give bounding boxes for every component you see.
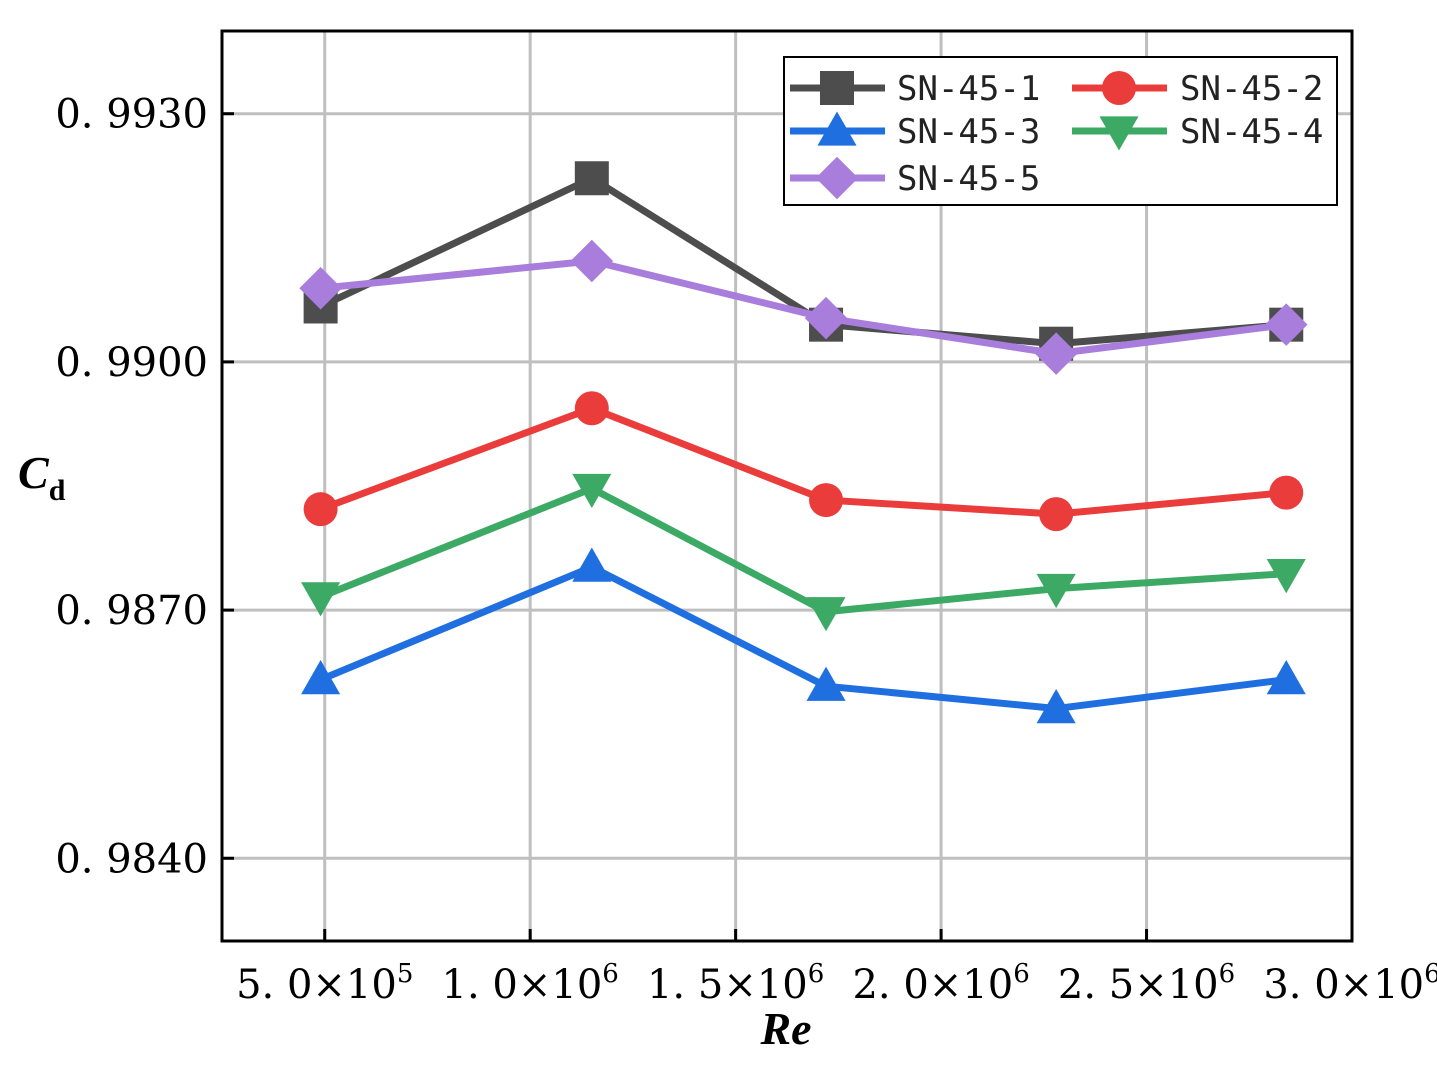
x-tick-mantissa: 1. 0 bbox=[442, 962, 518, 1008]
x-tick-label: 2. 5×106 bbox=[1058, 959, 1235, 1008]
legend: SN-45-1 SN-45-2 SN-45-3 SN-45-4 SN-45-5 bbox=[783, 56, 1338, 206]
x-tick-base: 10 bbox=[1168, 962, 1219, 1008]
triangle-down-marker bbox=[1099, 116, 1139, 151]
circle-marker bbox=[1039, 497, 1074, 532]
axis-ticks bbox=[222, 112, 1354, 941]
triangle-down-marker bbox=[301, 582, 341, 617]
x-tick-exponent: 6 bbox=[1219, 959, 1236, 989]
legend-label: SN-45-5 bbox=[897, 159, 1040, 199]
diamond-marker bbox=[804, 296, 848, 340]
circle-marker bbox=[1102, 71, 1136, 105]
x-tick-label: 2. 0×106 bbox=[852, 959, 1029, 1008]
triangle-up-marker bbox=[806, 666, 846, 701]
legend-label: SN-45-1 bbox=[897, 69, 1040, 109]
circle-marker bbox=[303, 492, 338, 527]
triangle-down-marker bbox=[1266, 559, 1306, 594]
triangle-up-marker bbox=[817, 111, 857, 146]
x-tick-label: 1. 0×106 bbox=[442, 959, 619, 1008]
series-line bbox=[319, 563, 1287, 713]
y-tick-label: 0. 9930 bbox=[55, 92, 208, 138]
x-tick-exponent: 6 bbox=[602, 959, 619, 989]
y-axis-title-main: C bbox=[18, 447, 50, 498]
triangle-up-marker bbox=[1036, 688, 1076, 724]
x-axis-title: Re bbox=[759, 1003, 811, 1054]
x-tick-base: 10 bbox=[1373, 962, 1424, 1008]
x-tick-exponent: 5 bbox=[397, 959, 414, 989]
x-tick-mantissa: 5. 0 bbox=[236, 962, 312, 1008]
square-marker bbox=[820, 71, 854, 105]
square-marker bbox=[574, 161, 609, 196]
x-tick-exponent: 6 bbox=[1013, 959, 1030, 989]
series-sn-45-3 bbox=[301, 547, 1306, 724]
series-group bbox=[299, 161, 1308, 724]
x-tick-mantissa: 1. 5 bbox=[647, 962, 723, 1008]
circle-marker bbox=[1269, 475, 1304, 510]
x-tick-mantissa: 3. 0 bbox=[1263, 962, 1339, 1008]
plot-frame bbox=[220, 29, 1354, 943]
legend-label: SN-45-2 bbox=[1180, 69, 1323, 109]
x-tick-base: 10 bbox=[346, 962, 397, 1008]
triangle-down-marker bbox=[572, 473, 612, 509]
x-tick-mantissa: 2. 0 bbox=[852, 962, 928, 1008]
legend-item-sn-45-1: SN-45-1 bbox=[790, 69, 1040, 109]
y-axis-title-subscript: d bbox=[49, 474, 66, 507]
legend-item-sn-45-5: SN-45-5 bbox=[790, 156, 1040, 200]
series-sn-45-2 bbox=[303, 391, 1304, 532]
x-tick-times: × bbox=[723, 962, 757, 1008]
diamond-marker bbox=[1034, 332, 1078, 375]
diamond-marker bbox=[570, 239, 614, 283]
x-tick-base: 10 bbox=[551, 962, 602, 1008]
y-tick-labels: 0. 9840 0. 9870 0. 9900 0. 9930 bbox=[55, 92, 208, 883]
x-tick-times: × bbox=[312, 962, 346, 1008]
y-tick-label: 0. 9840 bbox=[55, 836, 208, 882]
triangle-down-marker bbox=[806, 597, 846, 632]
legend-item-sn-45-4: SN-45-4 bbox=[1072, 112, 1323, 152]
diamond-marker bbox=[815, 156, 859, 200]
triangle-up-marker bbox=[301, 660, 341, 695]
y-axis-title: Cd bbox=[18, 447, 66, 507]
x-tick-label: 5. 0×105 bbox=[236, 959, 413, 1008]
legend-label: SN-45-3 bbox=[897, 112, 1040, 152]
diamond-marker bbox=[1265, 303, 1308, 346]
x-tick-times: × bbox=[1340, 962, 1374, 1008]
circle-marker bbox=[574, 391, 609, 426]
x-tick-label: 3. 0×106 bbox=[1263, 959, 1437, 1008]
x-tick-base: 10 bbox=[962, 962, 1013, 1008]
series-sn-45-4 bbox=[301, 473, 1306, 632]
circle-marker bbox=[809, 483, 844, 518]
legend-item-sn-45-2: SN-45-2 bbox=[1072, 69, 1323, 109]
x-tick-mantissa: 2. 5 bbox=[1058, 962, 1134, 1008]
triangle-up-marker bbox=[1266, 660, 1306, 695]
series-line bbox=[319, 404, 1287, 518]
triangle-up-marker bbox=[572, 547, 612, 582]
x-tick-exponent: 6 bbox=[1424, 959, 1437, 989]
x-tick-times: × bbox=[1134, 962, 1168, 1008]
x-tick-labels: 5. 0×105 1. 0×106 1. 5×106 2. 0×106 2. 5×106… bbox=[236, 959, 1437, 1008]
x-tick-base: 10 bbox=[757, 962, 808, 1008]
triangle-down-marker bbox=[1036, 573, 1076, 609]
x-tick-exponent: 6 bbox=[808, 959, 825, 989]
x-tick-label: 1. 5×106 bbox=[647, 959, 824, 1008]
x-tick-times: × bbox=[518, 962, 552, 1008]
diamond-marker bbox=[299, 267, 342, 310]
series-sn-45-5 bbox=[299, 239, 1308, 375]
x-tick-times: × bbox=[929, 962, 963, 1008]
legend-item-sn-45-3: SN-45-3 bbox=[790, 111, 1040, 152]
y-tick-label: 0. 9900 bbox=[55, 340, 208, 386]
legend-label: SN-45-4 bbox=[1180, 112, 1323, 152]
y-tick-label: 0. 9870 bbox=[55, 588, 208, 634]
